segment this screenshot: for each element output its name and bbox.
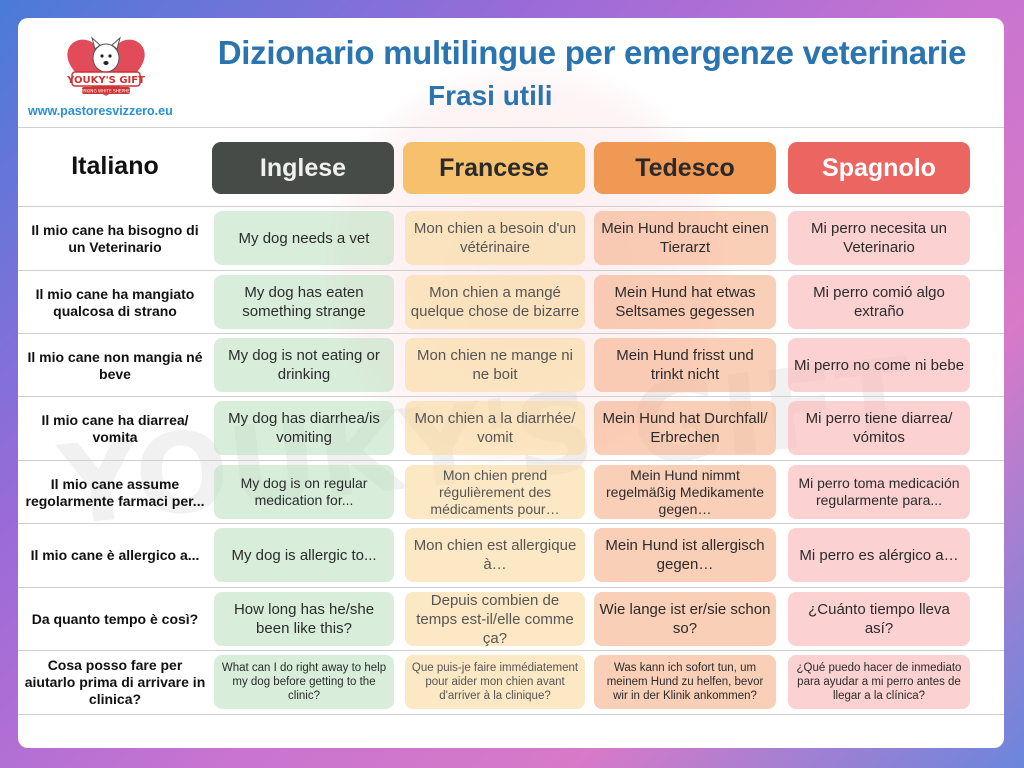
translation-cell-de: Mein Hund nimmt regelmäßig Medikamente g… bbox=[594, 465, 776, 519]
row-divider bbox=[18, 587, 1004, 588]
translation-cell-en: My dog is allergic to... bbox=[214, 528, 394, 582]
dictionary-card: YOUKY'S GIFT YOUKY'S GIFT WORKING WHITE … bbox=[18, 18, 1004, 748]
translation-cell-en: My dog has eaten something strange bbox=[214, 275, 394, 329]
translation-cell-fr: Que puis-je faire immédiatement pour aid… bbox=[405, 655, 585, 709]
translation-cell-fr: Depuis combien de temps est-il/elle comm… bbox=[405, 592, 585, 647]
row-label-italiano: Il mio cane ha bisogno di un Veterinario bbox=[31, 221, 199, 255]
page-title: Dizionario multilingue per emergenze vet… bbox=[217, 34, 967, 71]
translation-cell-de: Mein Hund hat etwas Seltsames gegessen bbox=[594, 275, 776, 329]
translation-cell-fr: Mon chien est allergique à… bbox=[405, 528, 585, 582]
row-label-italiano: Da quanto tempo è così? bbox=[31, 611, 199, 627]
translation-cell-en: My dog needs a vet bbox=[214, 211, 394, 265]
translation-cell-fr: Mon chien a mangé quelque chose de bizar… bbox=[405, 275, 585, 329]
row-divider bbox=[18, 714, 1004, 715]
row-divider bbox=[18, 206, 1004, 207]
row-label-italiano: Il mio cane ha diarrea/ vomita bbox=[41, 411, 189, 445]
translation-cell-de: Mein Hund frisst und trinkt nicht bbox=[594, 338, 776, 392]
translation-cell-en: My dog has diarrhea/is vomiting bbox=[214, 401, 394, 455]
translation-cell-de: Mein Hund hat Durchfall/ Erbrechen bbox=[594, 401, 776, 455]
column-header-italiano: Italiano bbox=[71, 151, 159, 180]
translation-cell-fr: Mon chien ne mange ni ne boit bbox=[405, 338, 585, 392]
translation-cell-es: ¿Cuánto tiempo lleva así? bbox=[788, 592, 970, 646]
translation-cell-de: Wie lange ist er/sie schon so? bbox=[594, 592, 776, 646]
column-header-francese: Francese bbox=[403, 142, 585, 194]
translation-cell-de: Mein Hund ist allergisch gegen… bbox=[594, 528, 776, 582]
translation-cell-de: Was kann ich sofort tun, um meinem Hund … bbox=[594, 655, 776, 709]
page-subtitle: Frasi utili bbox=[428, 80, 553, 111]
row-divider bbox=[18, 270, 1004, 271]
translation-cell-en: What can I do right away to help my dog … bbox=[214, 655, 394, 709]
row-label-italiano: Il mio cane ha mangiato qualcosa di stra… bbox=[35, 285, 195, 319]
translation-cell-en: My dog is not eating or drinking bbox=[214, 338, 394, 392]
row-label-italiano: Il mio cane è allergico a... bbox=[30, 547, 200, 563]
row-label-italiano: Il mio cane assume regolarmente farmaci … bbox=[25, 475, 205, 509]
translation-cell-en: My dog is on regular medication for... bbox=[214, 465, 394, 519]
row-divider bbox=[18, 333, 1004, 334]
column-header-spagnolo: Spagnolo bbox=[788, 142, 970, 194]
translation-cell-es: Mi perro comió algo extraño bbox=[788, 275, 970, 329]
translation-cell-es: Mi perro no come ni bebe bbox=[788, 338, 970, 392]
translation-cell-es: Mi perro necesita un Veterinario bbox=[788, 211, 970, 265]
logo-icon: YOUKY'S GIFT WORKING WHITE SHEPHERD bbox=[66, 36, 145, 96]
row-divider bbox=[18, 460, 1004, 461]
divider bbox=[18, 127, 1004, 128]
translation-cell-de: Mein Hund braucht einen Tierarzt bbox=[594, 211, 776, 265]
column-header-inglese: Inglese bbox=[212, 142, 394, 194]
row-divider bbox=[18, 523, 1004, 524]
translation-cell-fr: Mon chien prend régulièrement des médica… bbox=[405, 465, 585, 519]
row-divider bbox=[18, 396, 1004, 397]
translation-cell-fr: Mon chien a besoin d'un vétérinaire bbox=[405, 211, 585, 265]
translation-cell-fr: Mon chien a la diarrhée/ vomit bbox=[405, 401, 585, 455]
translation-cell-es: Mi perro es alérgico a… bbox=[788, 528, 970, 582]
translation-cell-es: ¿Qué puedo hacer de inmediato para ayuda… bbox=[788, 655, 970, 709]
row-label-italiano: Il mio cane non mangia né beve bbox=[27, 348, 203, 382]
row-divider bbox=[18, 650, 1004, 651]
translation-cell-es: Mi perro tiene diarrea/ vómitos bbox=[788, 401, 970, 455]
column-header-tedesco: Tedesco bbox=[594, 142, 776, 194]
svg-text:WORKING WHITE SHEPHERD: WORKING WHITE SHEPHERD bbox=[76, 89, 136, 94]
row-label-italiano: Cosa posso fare per aiutarlo prima di ar… bbox=[24, 657, 206, 707]
svg-text:YOUKY'S GIFT: YOUKY'S GIFT bbox=[66, 75, 145, 86]
translation-cell-en: How long has he/she been like this? bbox=[214, 592, 394, 646]
website-link[interactable]: www.pastoresvizzero.eu bbox=[28, 104, 173, 118]
translation-cell-es: Mi perro toma medicación regularmente pa… bbox=[788, 465, 970, 519]
